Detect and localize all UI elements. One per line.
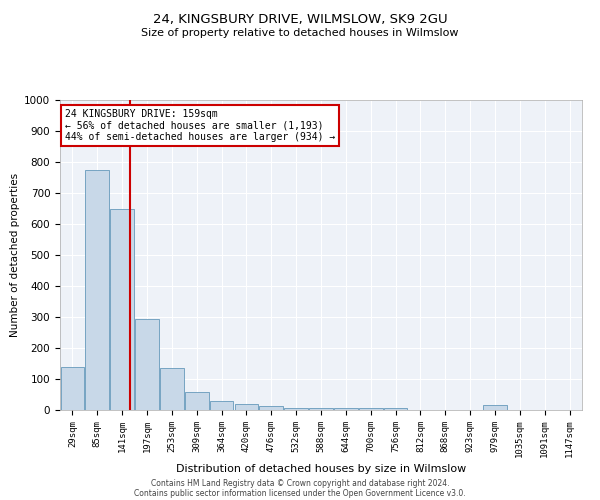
Bar (384, 408, 407, 410)
X-axis label: Distribution of detached houses by size in Wilmslow: Distribution of detached houses by size … (176, 464, 466, 474)
Bar (135, 318, 159, 410)
Bar (210, 400, 233, 410)
Bar (359, 408, 383, 410)
Text: Contains HM Land Registry data © Crown copyright and database right 2024.: Contains HM Land Registry data © Crown c… (151, 478, 449, 488)
Bar (185, 392, 209, 410)
Bar (85, 170, 109, 410)
Bar (259, 406, 283, 410)
Bar (61, 366, 84, 410)
Bar (284, 408, 308, 410)
Bar (110, 208, 134, 410)
Text: Size of property relative to detached houses in Wilmslow: Size of property relative to detached ho… (141, 28, 459, 38)
Bar (160, 368, 184, 410)
Y-axis label: Number of detached properties: Number of detached properties (10, 173, 20, 337)
Text: Contains public sector information licensed under the Open Government Licence v3: Contains public sector information licen… (134, 488, 466, 498)
Text: 24, KINGSBURY DRIVE, WILMSLOW, SK9 2GU: 24, KINGSBURY DRIVE, WILMSLOW, SK9 2GU (152, 12, 448, 26)
Text: 24 KINGSBURY DRIVE: 159sqm
← 56% of detached houses are smaller (1,193)
44% of s: 24 KINGSBURY DRIVE: 159sqm ← 56% of deta… (65, 110, 335, 142)
Bar (483, 406, 507, 410)
Bar (334, 408, 358, 410)
Bar (309, 408, 333, 410)
Bar (235, 404, 258, 410)
